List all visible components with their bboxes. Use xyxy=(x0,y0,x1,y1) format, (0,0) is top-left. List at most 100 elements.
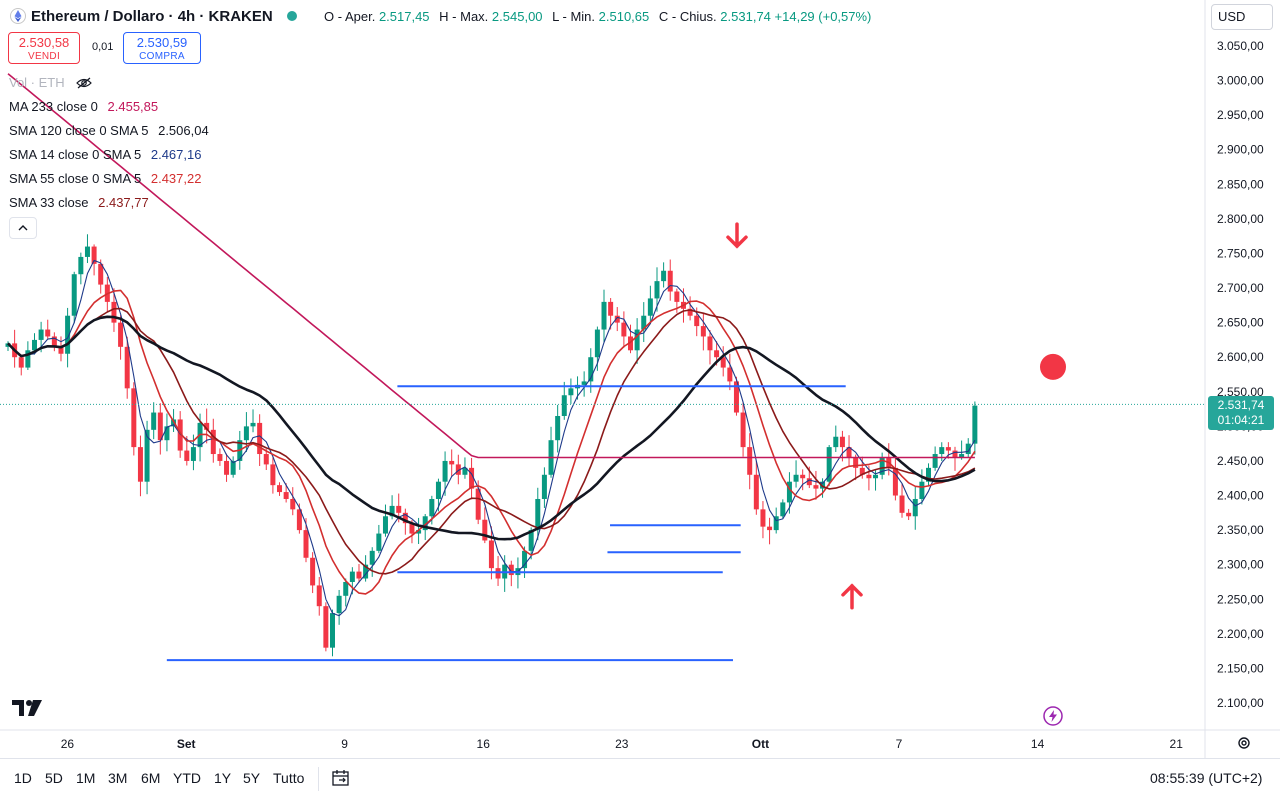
last-price-tag: 2.531,74 01:04:21 xyxy=(1208,396,1274,430)
lightning-icon[interactable] xyxy=(1043,706,1063,731)
range-ytd[interactable]: YTD xyxy=(173,770,201,786)
currency-select[interactable]: USD xyxy=(1211,4,1273,30)
buy-label: COMPRA xyxy=(139,51,185,62)
candle-body xyxy=(694,315,700,327)
currency-value: USD xyxy=(1218,9,1246,24)
date-range-icon[interactable] xyxy=(331,769,351,792)
y-tick-label: 3.050,00 xyxy=(1217,39,1264,53)
legend-sma33[interactable]: SMA 33 close 2.437,77 xyxy=(9,195,149,210)
legend-sma14[interactable]: SMA 14 close 0 SMA 5 2.467,16 xyxy=(9,147,201,162)
arrow-down-icon[interactable] xyxy=(726,222,748,249)
candle-body xyxy=(343,581,349,596)
candle-body xyxy=(687,308,693,316)
tradingview-logo-icon[interactable] xyxy=(12,698,44,723)
chevron-up-icon xyxy=(17,221,29,238)
candle-body xyxy=(31,339,37,351)
market-open-icon xyxy=(287,11,297,21)
y-tick-label: 2.150,00 xyxy=(1217,661,1264,675)
legend-sma55-label: SMA 55 close 0 SMA 5 xyxy=(9,171,142,186)
range-1d[interactable]: 1D xyxy=(14,770,32,786)
candle-body xyxy=(469,467,475,489)
x-tick-label: Ott xyxy=(752,737,769,751)
candle-body xyxy=(707,336,713,351)
arrow-up-icon[interactable] xyxy=(841,583,863,610)
candle-body xyxy=(972,405,978,444)
range-1y[interactable]: 1Y xyxy=(214,770,232,786)
candle-body xyxy=(58,346,64,354)
red-dot-marker[interactable] xyxy=(1040,353,1066,380)
sma55-line xyxy=(7,289,976,595)
sell-button[interactable]: 2.530,58 VENDI xyxy=(8,32,80,64)
candle-body xyxy=(621,322,627,337)
candle-body xyxy=(402,512,408,524)
candle-body xyxy=(667,270,673,292)
x-tick-label: 26 xyxy=(61,737,75,751)
y-tick-label: 2.900,00 xyxy=(1217,143,1264,157)
candle-body xyxy=(190,447,196,461)
buy-button[interactable]: 2.530,59 COMPRA xyxy=(123,32,201,64)
legend-sma120-value: 2.506,04 xyxy=(158,123,209,138)
legend-sma120-label: SMA 120 close 0 SMA 5 xyxy=(9,123,149,138)
range-all[interactable]: Tutto xyxy=(273,770,305,786)
eye-hidden-icon[interactable] xyxy=(76,77,93,92)
candle-body xyxy=(435,481,441,499)
candle-body xyxy=(376,533,382,551)
candle-body xyxy=(879,457,885,475)
candle-body xyxy=(859,467,865,475)
high-value: 2.545,00 xyxy=(491,9,543,24)
spread-value: 0,01 xyxy=(92,41,114,53)
candle-body xyxy=(124,346,130,389)
y-tick-label: 2.600,00 xyxy=(1217,350,1264,364)
legend-ma233-label: MA 233 close 0 xyxy=(9,99,98,114)
candle-body xyxy=(230,460,236,475)
range-5y[interactable]: 5Y xyxy=(243,770,261,786)
candle-body xyxy=(18,357,24,368)
candle-body xyxy=(674,291,680,302)
candle-body xyxy=(912,498,918,517)
ohlc-readout: O - Aper. 2.517,45 H - Max. 2.545,00 L -… xyxy=(318,9,871,24)
high-label: H - Max. xyxy=(439,9,489,24)
candle-body xyxy=(290,498,296,510)
bar-countdown: 01:04:21 xyxy=(1217,413,1265,427)
y-tick-label: 2.700,00 xyxy=(1217,281,1264,295)
candle-body xyxy=(820,481,826,489)
range-3m[interactable]: 3M xyxy=(108,770,128,786)
candle-body xyxy=(210,429,216,455)
candle-body xyxy=(786,481,792,503)
x-tick-label: 23 xyxy=(615,737,629,751)
candle-body xyxy=(429,498,435,517)
candle-body xyxy=(270,464,276,486)
candle-body xyxy=(310,557,316,586)
range-5d[interactable]: 5D xyxy=(45,770,63,786)
candle-body xyxy=(263,454,269,465)
candle-body xyxy=(780,502,786,517)
candle-body xyxy=(959,454,965,458)
candle-body xyxy=(740,412,746,448)
ma233-line xyxy=(7,73,975,459)
legend-ma233[interactable]: MA 233 close 0 2.455,85 xyxy=(9,99,158,114)
axis-settings-icon[interactable] xyxy=(1236,735,1252,756)
x-tick-label: 7 xyxy=(896,737,903,751)
collapse-legend-button[interactable] xyxy=(9,217,37,239)
range-6m[interactable]: 6M xyxy=(141,770,161,786)
candle-body xyxy=(303,530,309,558)
range-1m[interactable]: 1M xyxy=(76,770,96,786)
candle-body xyxy=(628,336,634,351)
legend-sma120[interactable]: SMA 120 close 0 SMA 5 2.506,04 xyxy=(9,123,209,138)
volume-legend[interactable]: Vol · ETH xyxy=(9,75,93,92)
sma33-line xyxy=(7,307,976,575)
candle-body xyxy=(528,530,534,551)
price-chart[interactable]: 3.050,00 3.000,00 2.950,00 2.900,00 2.850,00… xyxy=(0,0,1280,758)
clock-readout[interactable]: 08:55:39 (UTC+2) xyxy=(1150,770,1263,786)
sell-label: VENDI xyxy=(27,51,61,62)
legend-ma233-value: 2.455,85 xyxy=(107,99,159,114)
candle-body xyxy=(926,467,932,482)
chart-title[interactable]: Ethereum / Dollaro · 4h · KRAKEN xyxy=(31,8,273,25)
legend-sma55[interactable]: SMA 55 close 0 SMA 5 2.437,22 xyxy=(9,171,201,186)
candle-body xyxy=(793,474,799,482)
candle-body xyxy=(91,246,97,264)
sma120-line xyxy=(7,315,976,541)
candle-body xyxy=(65,315,71,354)
y-tick-label: 2.950,00 xyxy=(1217,108,1264,122)
candle-body xyxy=(760,509,766,527)
